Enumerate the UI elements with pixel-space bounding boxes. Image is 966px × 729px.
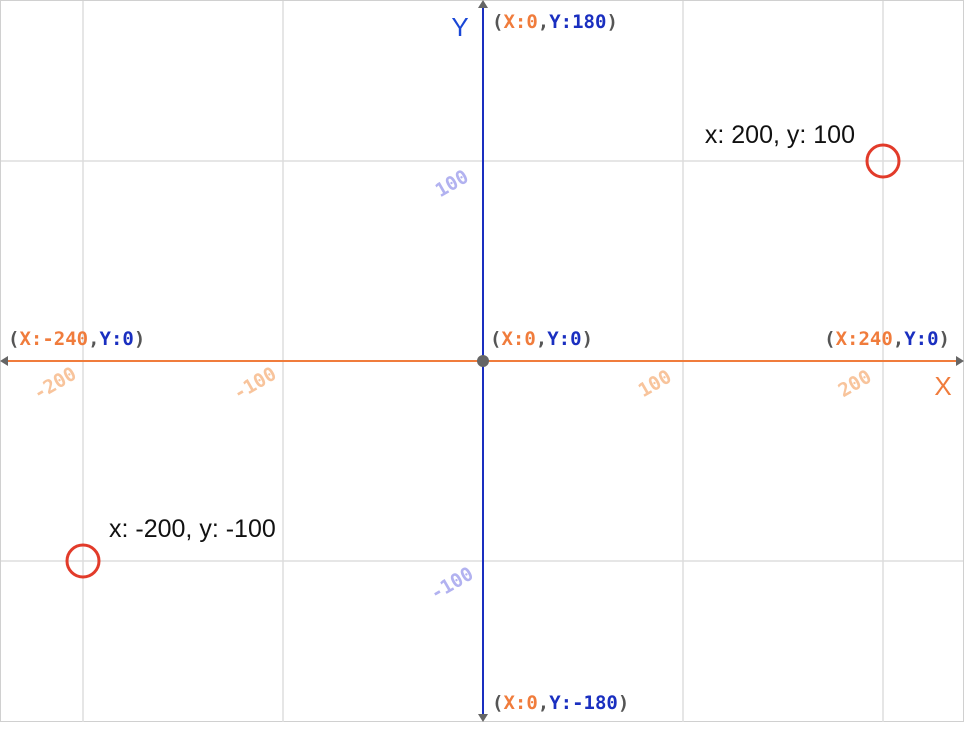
points: x: 200, y: 100 x: -200, y: -100 xyxy=(65,121,901,579)
coord-label-right: (X:240,Y:0) xyxy=(824,328,950,350)
point-label: x: -200, y: -100 xyxy=(109,515,276,543)
point-marker xyxy=(865,143,901,179)
coord-label-top: (X:0,Y:180) xyxy=(492,11,618,33)
coord-label-left: (X:-240,Y:0) xyxy=(8,328,145,350)
point-label: x: 200, y: 100 xyxy=(705,121,855,149)
x-axis-right-end xyxy=(956,356,964,366)
y-axis-bottom-end xyxy=(478,714,488,722)
origin-dot xyxy=(477,355,489,367)
x-axis-left-end xyxy=(0,356,8,366)
x-axis-letter: X xyxy=(934,371,951,401)
y-axis-letter: Y xyxy=(451,12,468,42)
coordinate-labels: (X:0,Y:180) (X:0,Y:-180) (X:-240,Y:0) (X:24… xyxy=(8,11,950,714)
y-axis-top-end xyxy=(478,0,488,8)
coord-label-origin: (X:0,Y:0) xyxy=(490,328,593,350)
coord-label-bottom: (X:0,Y:-180) xyxy=(492,692,629,714)
point-marker xyxy=(65,543,101,579)
